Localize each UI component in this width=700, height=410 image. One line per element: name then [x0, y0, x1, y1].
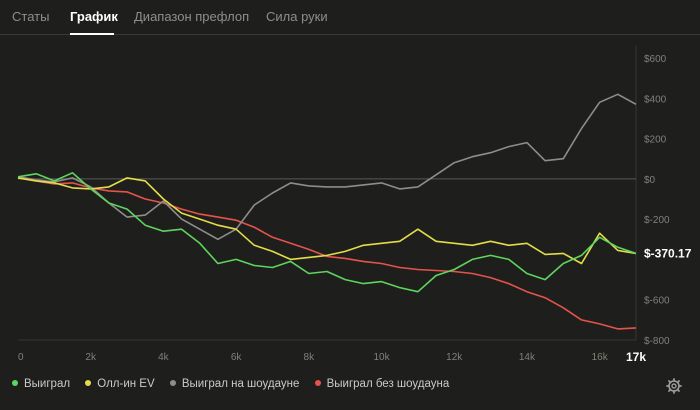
- y-tick-label: $-200: [644, 215, 670, 226]
- legend-label: Выиграл: [24, 378, 71, 390]
- legend-item-allin-ev[interactable]: Олл-ин EV: [85, 378, 155, 390]
- x-tick-label: 6k: [231, 352, 243, 363]
- legend-label: Олл-ин EV: [97, 378, 155, 390]
- x-tick-label: 8k: [304, 352, 316, 363]
- legend-dot: [12, 379, 18, 386]
- legend-dot: [85, 379, 92, 386]
- y-tick-label: $-600: [644, 296, 670, 307]
- tab-stats[interactable]: Статы: [12, 9, 50, 24]
- y-tick-label: $-800: [644, 336, 670, 347]
- y-tick-label: $400: [644, 94, 667, 105]
- series-line: [17, 177, 637, 330]
- chart-series: [17, 93, 637, 330]
- x-tick-label: 16k: [592, 352, 609, 363]
- legend-dot: [169, 379, 176, 386]
- x-max-label: 17k: [626, 350, 646, 364]
- x-tick-label: 14k: [519, 352, 536, 363]
- chart-grid: [18, 46, 637, 341]
- series-line: [17, 172, 637, 293]
- gear-icon[interactable]: [666, 378, 682, 394]
- y-tick-label: $0: [644, 175, 656, 186]
- y-tick-label: $600: [644, 54, 667, 65]
- tab-hand-strength[interactable]: Сила руки: [266, 9, 328, 24]
- legend-dot: [314, 379, 321, 386]
- active-tab-indicator: [70, 33, 114, 35]
- x-tick-label: 0: [18, 352, 24, 363]
- chart-axes: $600 $400 $200 $0 $-200 $-600 $-800 0 2k 4k 6k 8k 10…: [18, 54, 692, 364]
- chart-legend: Выиграл Олл-ин EV Выиграл на шоудауне Вы…: [12, 378, 461, 398]
- legend-label: Выиграл на шоудауне: [181, 378, 300, 390]
- tab-bar: Статы График Диапазон префлоп Сила руки: [0, 0, 700, 35]
- legend-item-won[interactable]: Выиграл: [12, 378, 70, 390]
- y-tick-label: $200: [644, 135, 667, 146]
- x-tick-label: 12k: [446, 352, 463, 363]
- legend-label: Выиграл без шоудауна: [326, 378, 450, 390]
- x-tick-label: 2k: [85, 352, 97, 363]
- current-value-label: $-370.17: [644, 246, 692, 260]
- tab-preflop-range[interactable]: Диапазон префлоп: [134, 9, 250, 24]
- series-line: [17, 93, 637, 241]
- x-tick-label: 10k: [373, 352, 390, 363]
- legend-item-won-at-showdown[interactable]: Выиграл на шоудауне: [169, 378, 300, 390]
- x-tick-label: 4k: [158, 352, 170, 363]
- profit-chart: $600 $400 $200 $0 $-200 $-600 $-800 0 2k 4k 6k 8k 10…: [17, 46, 692, 364]
- series-line: [17, 177, 637, 265]
- tab-graph[interactable]: График: [70, 9, 118, 24]
- legend-item-won-without-showdown[interactable]: Выиграл без шоудауна: [314, 378, 450, 390]
